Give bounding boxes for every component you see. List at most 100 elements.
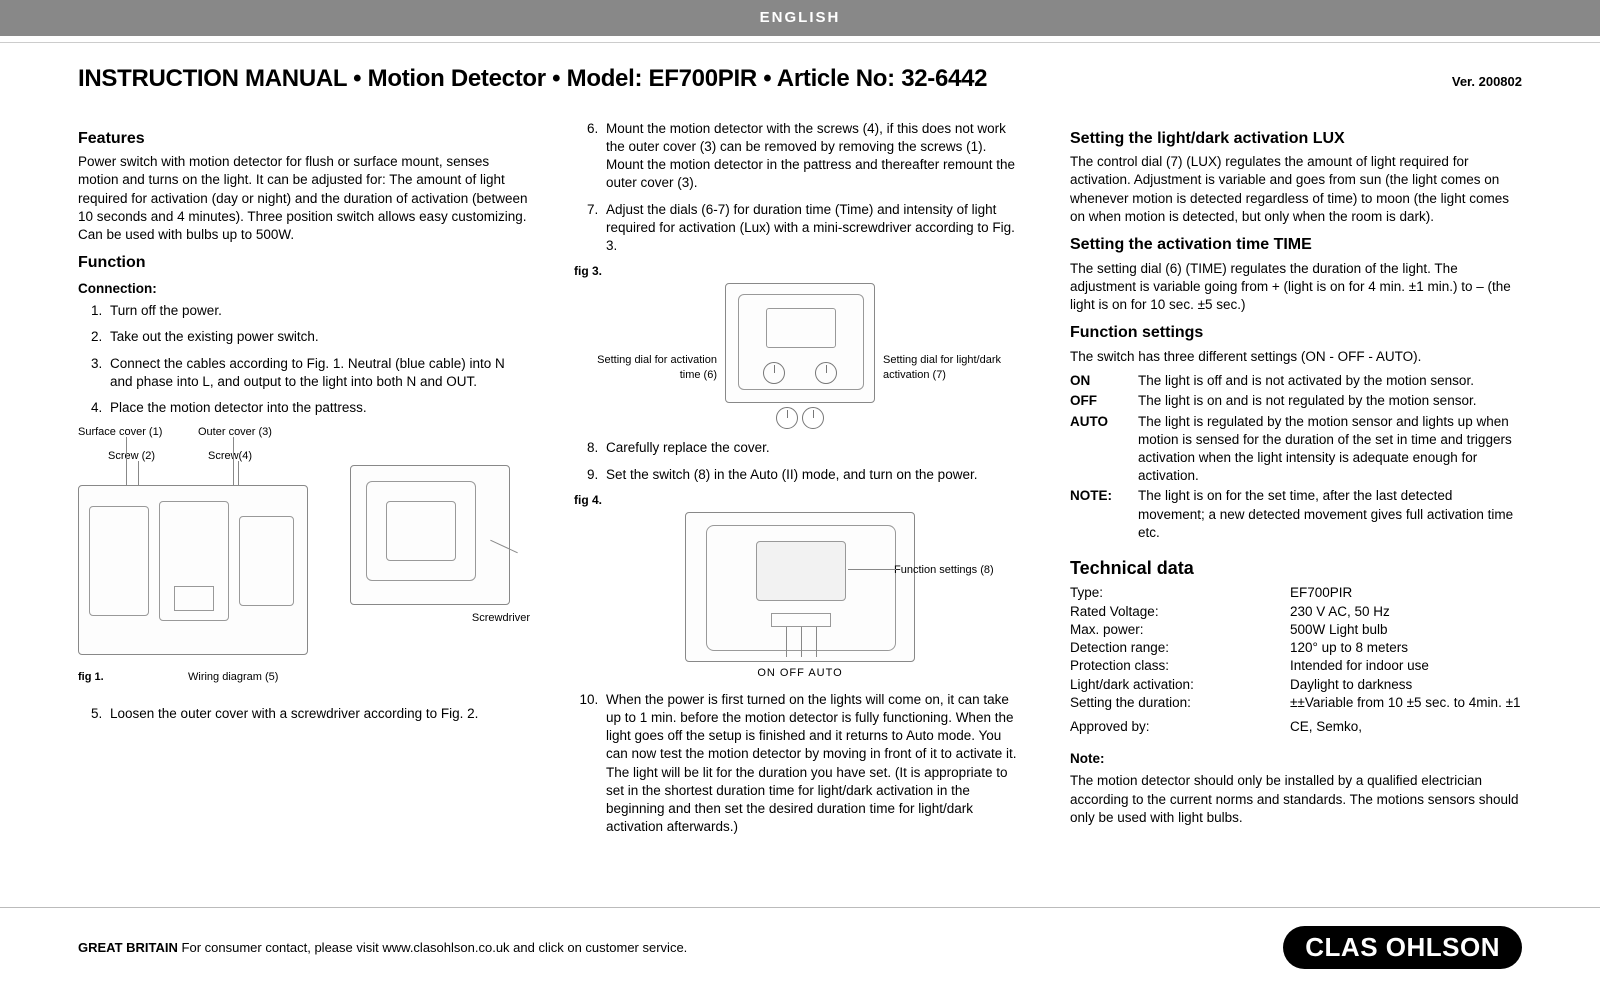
heading-function-settings: Function settings <box>1070 322 1522 344</box>
figure-3-box <box>725 283 875 403</box>
step-item: Set the switch (8) in the Auto (II) mode… <box>602 466 1026 484</box>
heading-technical-data: Technical data <box>1070 556 1522 580</box>
step-item: Mount the motion detector with the screw… <box>602 120 1026 193</box>
language-header: ENGLISH <box>0 0 1600 36</box>
label-screwdriver: Screwdriver <box>472 611 530 626</box>
subheading-connection: Connection: <box>78 280 530 298</box>
fig4-label: fig 4. <box>574 492 1026 508</box>
heading-time: Setting the activation time TIME <box>1070 234 1522 256</box>
fig3-caption-right: Setting dial for light/dark activation (… <box>883 283 1003 383</box>
tech-key: Protection class: <box>1070 657 1290 675</box>
brand-badge: CLAS OHLSON <box>1283 926 1522 969</box>
steps-8-9: Carefully replace the cover. Set the swi… <box>602 439 1026 483</box>
step-item: Turn off the power. <box>106 302 530 320</box>
tech-val: ±±Variable from 10 ±5 sec. to 4min. ±1 <box>1290 694 1522 712</box>
page-content: INSTRUCTION MANUAL • Motion Detector • M… <box>0 43 1600 844</box>
tech-val: 230 V AC, 50 Hz <box>1290 603 1522 621</box>
step-item: Take out the existing power switch. <box>106 328 530 346</box>
figure-4-box: Function settings (8) <box>685 512 915 662</box>
version-label: Ver. 200802 <box>1452 73 1522 91</box>
tech-key: Rated Voltage: <box>1070 603 1290 621</box>
figure-3-wrap: Setting dial for activation time (6) Set… <box>574 283 1026 429</box>
def-key: NOTE: <box>1070 487 1128 542</box>
step-10-list: When the power is first turned on the li… <box>602 691 1026 837</box>
steps-6-7: Mount the motion detector with the screw… <box>602 120 1026 256</box>
funcset-intro: The switch has three different settings … <box>1070 348 1522 366</box>
time-paragraph: The setting dial (6) (TIME) regulates th… <box>1070 260 1522 315</box>
fig4-func-label: Function settings (8) <box>894 563 1004 578</box>
column-1: Features Power switch with motion detect… <box>78 120 530 845</box>
technical-data-list: Type:EF700PIR Rated Voltage:230 V AC, 50… <box>1070 584 1522 736</box>
fig4-switch-labels: ON OFF AUTO <box>757 666 842 681</box>
label-outer-cover: Outer cover (3) <box>198 425 272 440</box>
heading-function: Function <box>78 252 530 274</box>
footer-text: GREAT BRITAIN For consumer contact, plea… <box>78 939 687 957</box>
tech-val: EF700PIR <box>1290 584 1522 602</box>
tech-val: Intended for indoor use <box>1290 657 1522 675</box>
step-item: When the power is first turned on the li… <box>602 691 1026 837</box>
lux-paragraph: The control dial (7) (LUX) regulates the… <box>1070 153 1522 226</box>
title-bar: INSTRUCTION MANUAL • Motion Detector • M… <box>78 63 1522 95</box>
tech-row: Type:EF700PIR <box>1070 584 1522 602</box>
tech-row: Detection range:120° up to 8 meters <box>1070 639 1522 657</box>
label-screw2: Screw (2) <box>108 449 155 464</box>
tech-row: Light/dark activation:Daylight to darkne… <box>1070 676 1522 694</box>
step-item: Adjust the dials (6-7) for duration time… <box>602 201 1026 256</box>
tech-row: Protection class:Intended for indoor use <box>1070 657 1522 675</box>
step-item: Carefully replace the cover. <box>602 439 1026 457</box>
step-item: Loosen the outer cover with a screwdrive… <box>106 705 530 723</box>
fig3-label: fig 3. <box>574 263 1026 279</box>
tech-key: Detection range: <box>1070 639 1290 657</box>
columns: Features Power switch with motion detect… <box>78 120 1522 845</box>
tech-key: Light/dark activation: <box>1070 676 1290 694</box>
tech-row: Max. power:500W Light bulb <box>1070 621 1522 639</box>
tech-row: Rated Voltage:230 V AC, 50 Hz <box>1070 603 1522 621</box>
tech-val: CE, Semko, <box>1290 718 1522 736</box>
step-5-list: Loosen the outer cover with a screwdrive… <box>106 705 530 723</box>
tech-key: Setting the duration: <box>1070 694 1290 712</box>
figure-4-wrap: Function settings (8) ON OFF AUTO <box>574 512 1026 681</box>
note-heading: Note: <box>1070 750 1522 768</box>
manual-title: INSTRUCTION MANUAL • Motion Detector • M… <box>78 63 987 95</box>
def-key: ON <box>1070 372 1128 390</box>
tech-key: Approved by: <box>1070 718 1290 736</box>
dial-icons <box>774 407 826 429</box>
step-item: Place the motion detector into the pattr… <box>106 399 530 417</box>
def-val: The light is regulated by the motion sen… <box>1138 413 1522 486</box>
def-row: ON The light is off and is not activated … <box>1070 372 1522 390</box>
def-key: AUTO <box>1070 413 1128 486</box>
tech-key: Max. power: <box>1070 621 1290 639</box>
def-val: The light is off and is not activated by… <box>1138 372 1522 390</box>
function-settings-list: ON The light is off and is not activated … <box>1070 372 1522 542</box>
features-paragraph: Power switch with motion detector for fl… <box>78 153 530 244</box>
figure-cluster-1-2: Surface cover (1) Outer cover (3) Screw … <box>78 425 530 695</box>
def-key: OFF <box>1070 392 1128 410</box>
fig3-caption-left: Setting dial for activation time (6) <box>597 283 717 383</box>
tech-val: 120° up to 8 meters <box>1290 639 1522 657</box>
steps-1-4: Turn off the power. Take out the existin… <box>106 302 530 417</box>
tech-key: Type: <box>1070 584 1290 602</box>
page-footer: GREAT BRITAIN For consumer contact, plea… <box>0 907 1600 997</box>
label-wiring: Wiring diagram (5) <box>188 670 278 685</box>
label-surface-cover: Surface cover (1) <box>78 425 162 440</box>
column-2: Mount the motion detector with the screw… <box>574 120 1026 845</box>
def-row: AUTOThe light is regulated by the motion… <box>1070 413 1522 486</box>
def-val: The light is on for the set time, after … <box>1138 487 1522 542</box>
figure-2-box <box>350 465 510 605</box>
step-item: Connect the cables according to Fig. 1. … <box>106 355 530 391</box>
heading-features: Features <box>78 128 530 150</box>
column-3: Setting the light/dark activation LUX Th… <box>1070 120 1522 845</box>
tech-val: 500W Light bulb <box>1290 621 1522 639</box>
footer-region: GREAT BRITAIN <box>78 940 178 955</box>
footer-contact-text: For consumer contact, please visit www.c… <box>178 940 687 955</box>
figure-1-box <box>78 485 308 655</box>
label-screw4: Screw(4) <box>208 449 252 464</box>
def-row: OFF The light is on and is not regulated … <box>1070 392 1522 410</box>
def-row: NOTE:The light is on for the set time, a… <box>1070 487 1522 542</box>
heading-lux: Setting the light/dark activation LUX <box>1070 128 1522 150</box>
note-paragraph: The motion detector should only be insta… <box>1070 772 1522 827</box>
def-val: The light is on and is not regulated by … <box>1138 392 1522 410</box>
fig1-label: fig 1. <box>78 670 104 685</box>
tech-val: Daylight to darkness <box>1290 676 1522 694</box>
tech-row: Setting the duration:±±Variable from 10 … <box>1070 694 1522 712</box>
